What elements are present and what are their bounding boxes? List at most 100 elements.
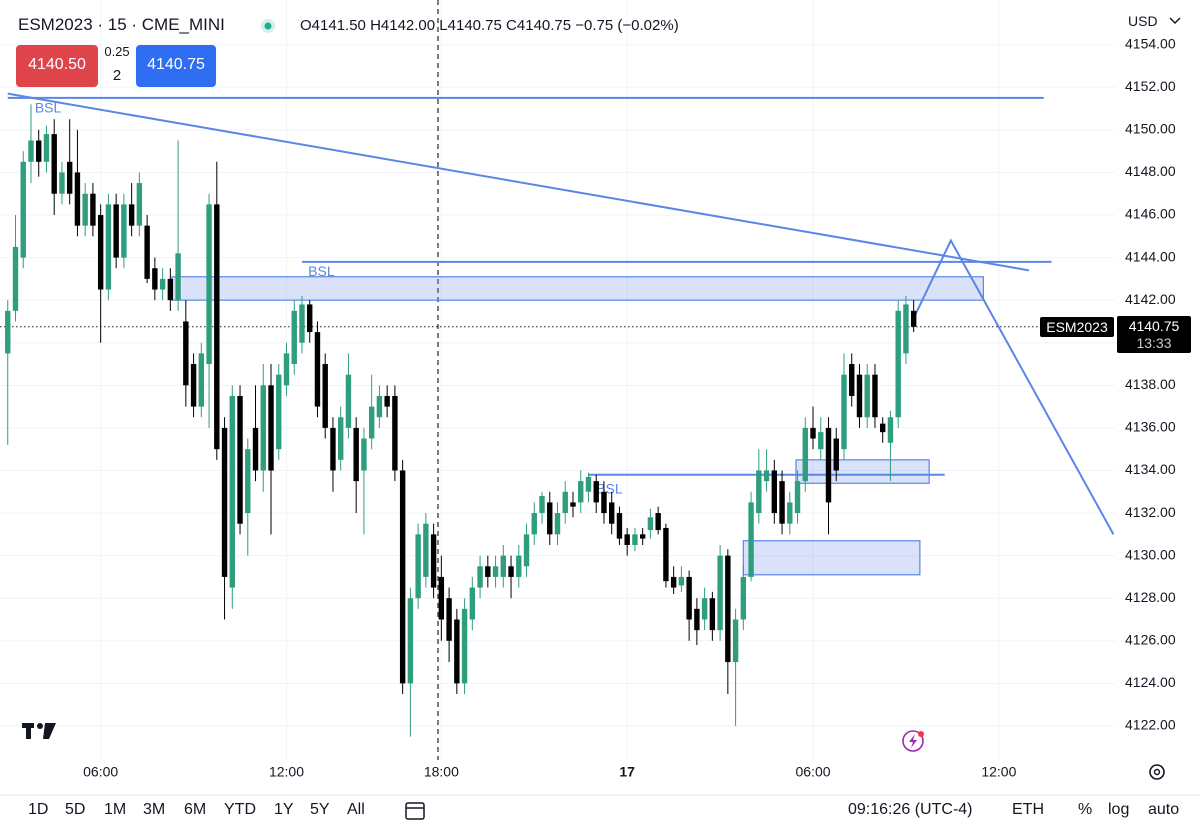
candle-body xyxy=(818,432,824,450)
range-button[interactable]: 6M xyxy=(184,801,207,818)
candle-body xyxy=(709,598,716,631)
candle-body xyxy=(322,364,328,428)
candle-body xyxy=(175,253,181,301)
candle-body xyxy=(678,576,685,586)
candle-body xyxy=(198,353,205,407)
candle-body xyxy=(307,304,313,333)
candle-body xyxy=(446,598,452,641)
y-tick-label: 4144.00 xyxy=(1125,248,1176,264)
zone-box xyxy=(795,459,930,484)
candle-body xyxy=(97,215,104,290)
candle-body xyxy=(353,427,359,482)
candle-body xyxy=(376,395,383,418)
price-tag-bg xyxy=(1117,316,1191,353)
candle-body xyxy=(864,374,870,418)
range-button[interactable]: 1Y xyxy=(274,801,294,818)
candle-body xyxy=(51,134,57,194)
candle-body xyxy=(438,576,445,620)
spread: 0.25 xyxy=(104,44,130,59)
symbol[interactable]: ESM2023 · 15 · CME_MINI xyxy=(18,15,225,34)
candle-body xyxy=(547,502,553,535)
clock[interactable]: 09:16:26 (UTC-4) xyxy=(848,801,973,818)
alert-icon[interactable] xyxy=(902,730,924,752)
high: H4142.00 xyxy=(370,17,436,34)
trend-line xyxy=(911,238,1115,535)
candle-body xyxy=(82,193,88,226)
candle-body xyxy=(183,321,189,386)
candle-body xyxy=(508,566,514,577)
x-tick-label: 17 xyxy=(619,764,635,780)
symbol-tag: ESM2023 xyxy=(1046,319,1108,335)
candle-body xyxy=(477,566,483,588)
candle-body xyxy=(43,134,50,162)
buy-price[interactable]: 4140.75 xyxy=(147,56,205,73)
zone-box xyxy=(742,540,921,576)
candle-body xyxy=(90,193,96,226)
candle-body xyxy=(12,246,19,311)
sell-button[interactable] xyxy=(16,45,98,87)
session-button[interactable]: ETH xyxy=(1012,801,1044,818)
sell-price[interactable]: 4140.50 xyxy=(28,56,86,73)
range-button[interactable]: 5D xyxy=(65,801,86,818)
zone-box xyxy=(171,276,984,301)
open: O4141.50 xyxy=(300,17,366,34)
candle-body xyxy=(423,523,429,577)
candle-body xyxy=(128,204,135,226)
currency[interactable]: USD xyxy=(1128,13,1158,29)
percent-button[interactable]: % xyxy=(1078,801,1093,818)
log-button[interactable]: log xyxy=(1108,801,1130,818)
candle-body xyxy=(872,374,878,418)
candle-body xyxy=(523,534,530,567)
auto-button[interactable]: auto xyxy=(1148,801,1180,818)
candle-body xyxy=(554,513,561,535)
drawing-label: BSL xyxy=(35,99,62,115)
range-button[interactable]: All xyxy=(347,801,365,818)
candle-body xyxy=(260,385,266,471)
candle-body xyxy=(609,502,615,524)
candles xyxy=(5,104,917,737)
candle-body xyxy=(732,619,739,663)
candle-body xyxy=(121,204,127,258)
y-tick-label: 4134.00 xyxy=(1125,461,1176,477)
candle-body xyxy=(237,395,243,524)
candle-body xyxy=(725,555,731,663)
candle-body xyxy=(694,608,700,631)
x-tick-label: 06:00 xyxy=(795,764,830,780)
candle-body xyxy=(841,374,847,450)
buy-button[interactable] xyxy=(136,45,216,87)
candle-body xyxy=(113,204,119,258)
symbol-tag-bg xyxy=(1040,317,1114,337)
candle-body xyxy=(105,204,112,290)
candle-body xyxy=(856,374,863,418)
change: −0.75 (−0.02%) xyxy=(575,17,679,34)
candle-body xyxy=(701,598,708,620)
candle-body xyxy=(59,172,65,194)
candle-body xyxy=(500,555,506,577)
candle-body xyxy=(268,385,274,471)
y-tick-label: 4148.00 xyxy=(1125,163,1176,179)
candle-body xyxy=(167,278,174,301)
candle-body xyxy=(454,619,460,684)
range-button[interactable]: 1D xyxy=(28,801,49,818)
candle-body xyxy=(531,513,537,535)
candle-body xyxy=(415,534,421,599)
candle-body xyxy=(283,353,290,386)
range-button[interactable]: YTD xyxy=(224,801,256,818)
range-button[interactable]: 5Y xyxy=(310,801,330,818)
range-button[interactable]: 3M xyxy=(143,801,166,818)
candle-body xyxy=(562,491,568,514)
settings-icon[interactable] xyxy=(1149,764,1165,780)
quantity[interactable]: 2 xyxy=(112,67,122,84)
candle-body xyxy=(152,268,158,290)
candle-body xyxy=(5,310,11,354)
candle-body xyxy=(407,598,414,684)
currency-caret[interactable] xyxy=(1169,17,1181,25)
range-button[interactable]: 1M xyxy=(104,801,127,818)
calendar-icon[interactable] xyxy=(405,802,425,820)
low: L4140.75 xyxy=(439,17,502,34)
candle-body xyxy=(717,555,723,631)
candle-body xyxy=(910,310,917,327)
candle-body xyxy=(833,438,839,471)
